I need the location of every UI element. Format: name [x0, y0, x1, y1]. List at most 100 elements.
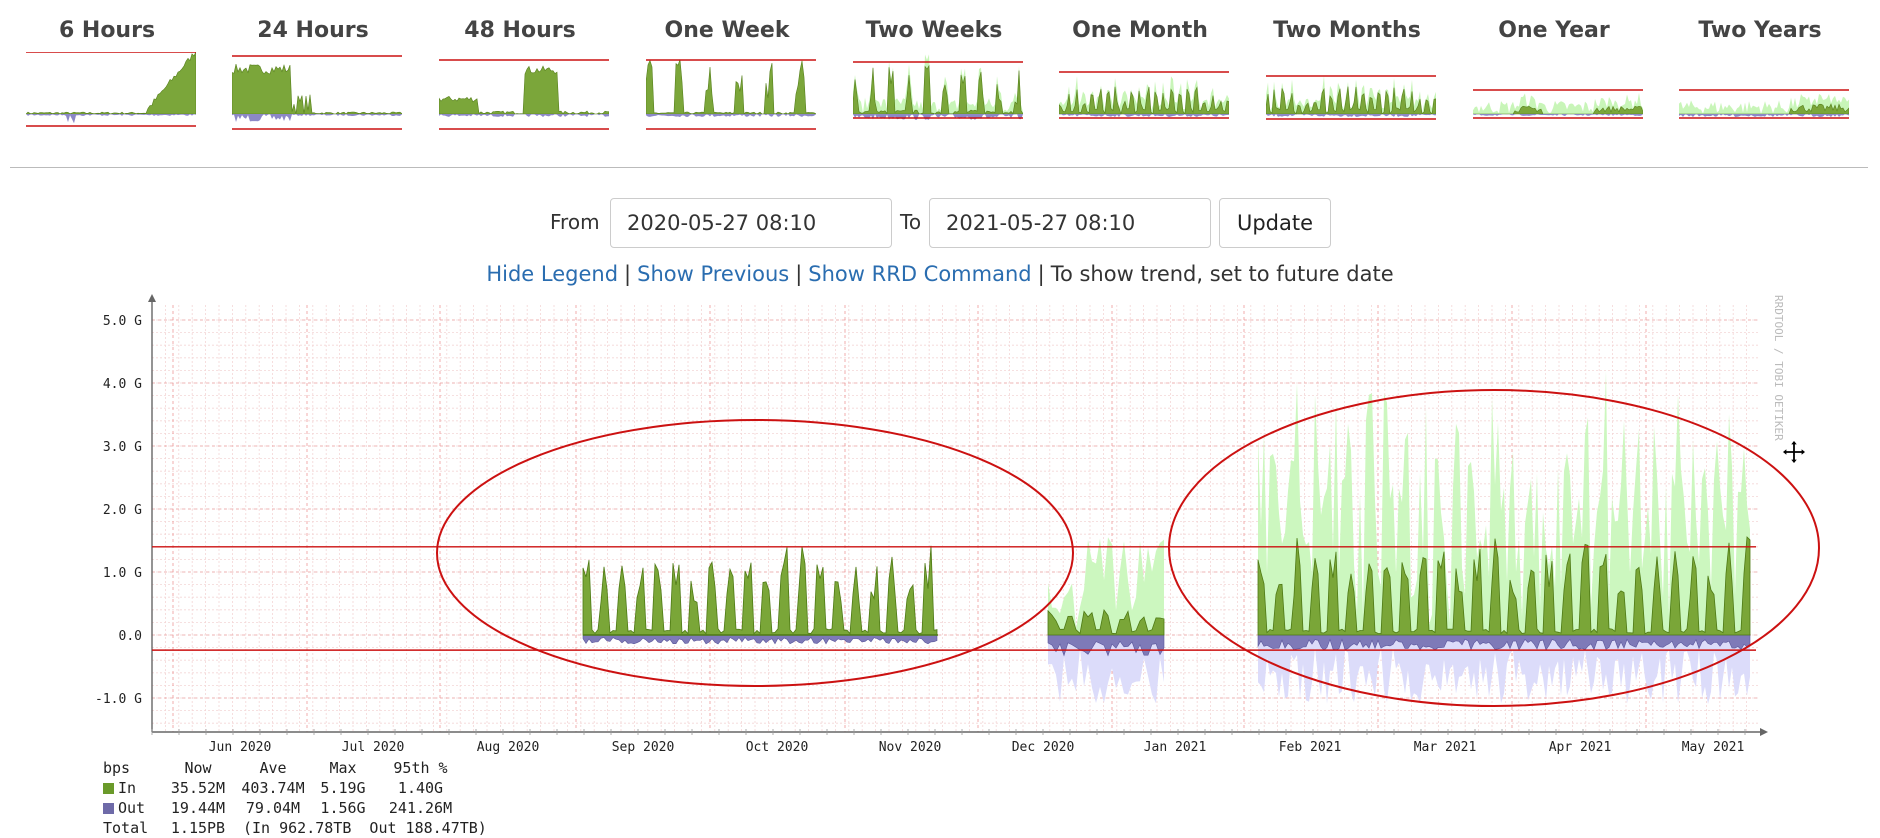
legend-total-row: Total 1.15PB (In 962.78TB Out 188.47TB) [103, 818, 487, 838]
thumbnail-graph [1059, 71, 1229, 119]
out-traffic-area [582, 634, 938, 645]
from-label: From [550, 210, 600, 234]
thumbnail-title: 24 Hours [257, 18, 369, 43]
update-button[interactable]: Update [1219, 198, 1331, 248]
legend-total-label: Total [103, 819, 149, 837]
thumbnail-ghost-area [1473, 92, 1643, 114]
annotation-ellipse [436, 419, 1074, 687]
thumbnail-one-year[interactable]: One Year [1459, 0, 1649, 150]
thumbnail-graph [26, 52, 196, 127]
legend-total-value: 1.15PB [170, 819, 226, 837]
x-tick-label: Nov 2020 [879, 740, 942, 755]
y-tick-label: -1.0 G [95, 692, 142, 707]
legend-in-95th: 1.40G [397, 779, 444, 797]
to-date-input[interactable] [929, 198, 1211, 248]
move-cursor-icon [1781, 439, 1807, 465]
graph-links: Hide Legend | Show Previous | Show RRD Comma… [0, 262, 1880, 286]
legend-header-row: bps Now Ave Max 95th % [103, 758, 487, 778]
legend-out-95th: 241.26M [388, 799, 453, 817]
separator: | [795, 262, 803, 286]
thumbnail-two-weeks[interactable]: Two Weeks [839, 0, 1029, 150]
out-max-area [1048, 635, 1164, 704]
thumbnail-one-week[interactable]: One Week [632, 0, 822, 150]
out-traffic-area [1047, 634, 1165, 657]
x-axis-arrow [1760, 728, 1768, 736]
graph-legend: bps Now Ave Max 95th % In 35.52M 403.74M 5.19G 1… [103, 758, 487, 838]
x-tick-label: Jul 2020 [342, 740, 405, 755]
thumbnail-title: Two Years [1698, 18, 1822, 43]
thumbnail-in-area [1266, 86, 1436, 115]
out-traffic-area [1257, 634, 1751, 651]
y-axis-arrow [148, 294, 156, 302]
thumbnail-out-area [853, 114, 1023, 120]
thumbnail-graph [646, 59, 816, 130]
thumbnail-in-area [1059, 86, 1229, 115]
legend-in-now: 35.52M [170, 779, 226, 797]
y-tick-label: 1.0 G [103, 566, 142, 581]
thumbnail-out-area [1059, 114, 1229, 117]
thumbnail-graph [1266, 75, 1436, 120]
trend-note: To show trend, set to future date [1050, 262, 1394, 286]
y-tick-label: 2.0 G [103, 503, 142, 518]
show-previous-link[interactable]: Show Previous [637, 262, 790, 286]
thumbnail-48-hours[interactable]: 48 Hours [425, 0, 615, 150]
separator: | [624, 262, 632, 286]
thumbnail-graph [853, 54, 1023, 120]
hide-legend-link[interactable]: Hide Legend [486, 262, 619, 286]
legend-swatch-out [103, 803, 114, 814]
traffic-graph[interactable]: 5.0 G 4.0 G 3.0 G 2.0 G 1.0 G 0.0 -1.0 G Jun 20… [0, 290, 1880, 836]
show-rrd-command-link[interactable]: Show RRD Command [808, 262, 1032, 286]
legend-series-in: In [118, 779, 137, 797]
thumbnail-out-area [26, 114, 196, 124]
thumbnail-out-area [646, 114, 816, 117]
in-max-area [1048, 537, 1164, 635]
y-tick-label: 3.0 G [103, 440, 142, 455]
legend-series-out: Out [118, 799, 146, 817]
thumbnail-ghost-area [1679, 94, 1849, 114]
in-traffic-area [1257, 536, 1751, 636]
thumbnail-two-years[interactable]: Two Years [1665, 0, 1855, 150]
from-date-input[interactable] [610, 198, 892, 248]
thumbnail-24-hours[interactable]: 24 Hours [218, 0, 408, 150]
date-range-controls: From To Update [0, 198, 1880, 254]
in-traffic-area [582, 545, 938, 636]
thumbnail-in-area [439, 65, 609, 115]
x-tick-label: Jan 2021 [1144, 740, 1207, 755]
thumbnail-title: One Month [1072, 18, 1208, 43]
legend-unit: bps [103, 759, 131, 777]
separator: | [1037, 262, 1045, 286]
x-tick-label: Jun 2020 [209, 740, 272, 755]
legend-row-in: In 35.52M 403.74M 5.19G 1.40G [103, 778, 487, 798]
thumbnail-in-area [26, 52, 196, 115]
out-max-area [1258, 635, 1750, 705]
x-tick-label: Oct 2020 [746, 740, 809, 755]
thumbnail-graph [1679, 89, 1849, 119]
divider [10, 167, 1868, 168]
thumbnail-in-area [853, 64, 1023, 115]
x-tick-label: Mar 2021 [1414, 740, 1477, 755]
y-tick-label: 5.0 G [103, 314, 142, 329]
legend-swatch-in [103, 783, 114, 794]
in-traffic-area [1047, 609, 1165, 636]
legend-out-max: 1.56G [320, 799, 366, 817]
thumbnail-out-area [1473, 114, 1643, 116]
thumbnail-one-month[interactable]: One Month [1045, 0, 1235, 150]
thumbnail-6-hours[interactable]: 6 Hours [12, 0, 202, 150]
legend-header-max: Max [329, 759, 357, 777]
y-tick-label: 4.0 G [103, 377, 142, 392]
thumbnail-out-area [1266, 114, 1436, 117]
thumbnail-graph [1473, 89, 1643, 119]
legend-total-detail: (In 962.78TB Out 188.47TB) [243, 819, 487, 837]
thumbnail-graph [439, 59, 609, 130]
thumbnail-two-months[interactable]: Two Months [1252, 0, 1442, 150]
period-thumbnails: 6 Hours 24 Hours 48 Hours One Week Two Weeks… [0, 0, 1880, 160]
annotation-ellipse [1168, 389, 1820, 707]
thumbnail-out-area [1679, 114, 1849, 117]
thumbnail-in-area [232, 63, 402, 115]
in-max-area [1258, 370, 1750, 635]
thumbnail-title: Two Months [1273, 18, 1421, 43]
x-tick-label: Feb 2021 [1279, 740, 1342, 755]
legend-row-out: Out 19.44M 79.04M 1.56G 241.26M [103, 798, 487, 818]
x-tick-label: Apr 2021 [1549, 740, 1612, 755]
rrdtool-watermark: RRDTOOL / TOBI OETIKER [1772, 295, 1785, 441]
